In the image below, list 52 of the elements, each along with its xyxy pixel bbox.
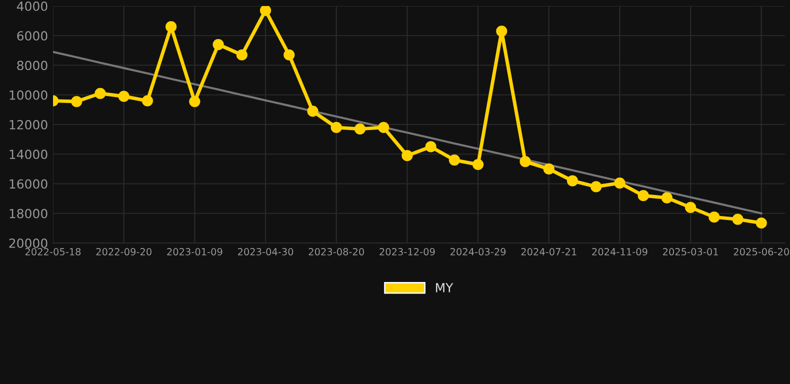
point [166,21,177,32]
x-tick-label: 2022-09-20 [96,248,152,256]
x-tick-label: 2023-04-30 [238,248,294,256]
point [189,96,200,108]
y-tick-label: 18000 [10,208,48,218]
point [94,88,106,99]
x-tick-label: 2022-05-18 [25,248,81,256]
point [448,154,460,166]
point [142,95,154,106]
y-tick-label: 12000 [10,120,48,130]
x-tick-label: 2023-08-20 [308,248,364,256]
x-tick-label: 2023-12-09 [380,248,435,256]
y-tick-label: 4000 [16,1,48,11]
point [402,150,413,162]
point [378,122,390,134]
point [260,6,272,16]
point [212,38,224,50]
y-tick-label: 20000 [9,238,48,248]
point [520,156,531,168]
point [425,141,436,152]
point [732,214,744,225]
point [284,49,295,60]
x-tick-label: 2025-03-01 [663,248,718,256]
point [307,106,318,117]
point [496,26,508,37]
point [472,158,484,170]
point [354,123,366,134]
point [330,122,342,134]
x-tick-label: 2024-11-09 [592,248,648,256]
point [684,202,696,214]
point [118,90,130,102]
legend-label: MY [436,283,454,292]
x-tick-label: 2024-07-21 [521,248,576,256]
point [236,49,248,60]
y-tick-label: 8000 [17,60,48,70]
y-tick-label: 14000 [10,150,48,160]
x-tick-label: 2024-03-29 [450,248,506,256]
point [708,212,720,223]
point [661,192,672,204]
point [71,96,82,108]
y-tick-label: 6000 [17,31,48,41]
point [614,177,626,189]
point [566,175,578,186]
point [638,190,649,202]
x-tick-label: 2023-01-09 [167,248,222,256]
y-tick-label: 10000 [10,90,48,100]
x-tick-label: 2025-06-20 [734,248,789,256]
y-tick-label: 16000 [10,179,48,189]
point [543,163,554,174]
point [590,181,602,192]
line-series [53,50,762,214]
point [756,217,767,229]
